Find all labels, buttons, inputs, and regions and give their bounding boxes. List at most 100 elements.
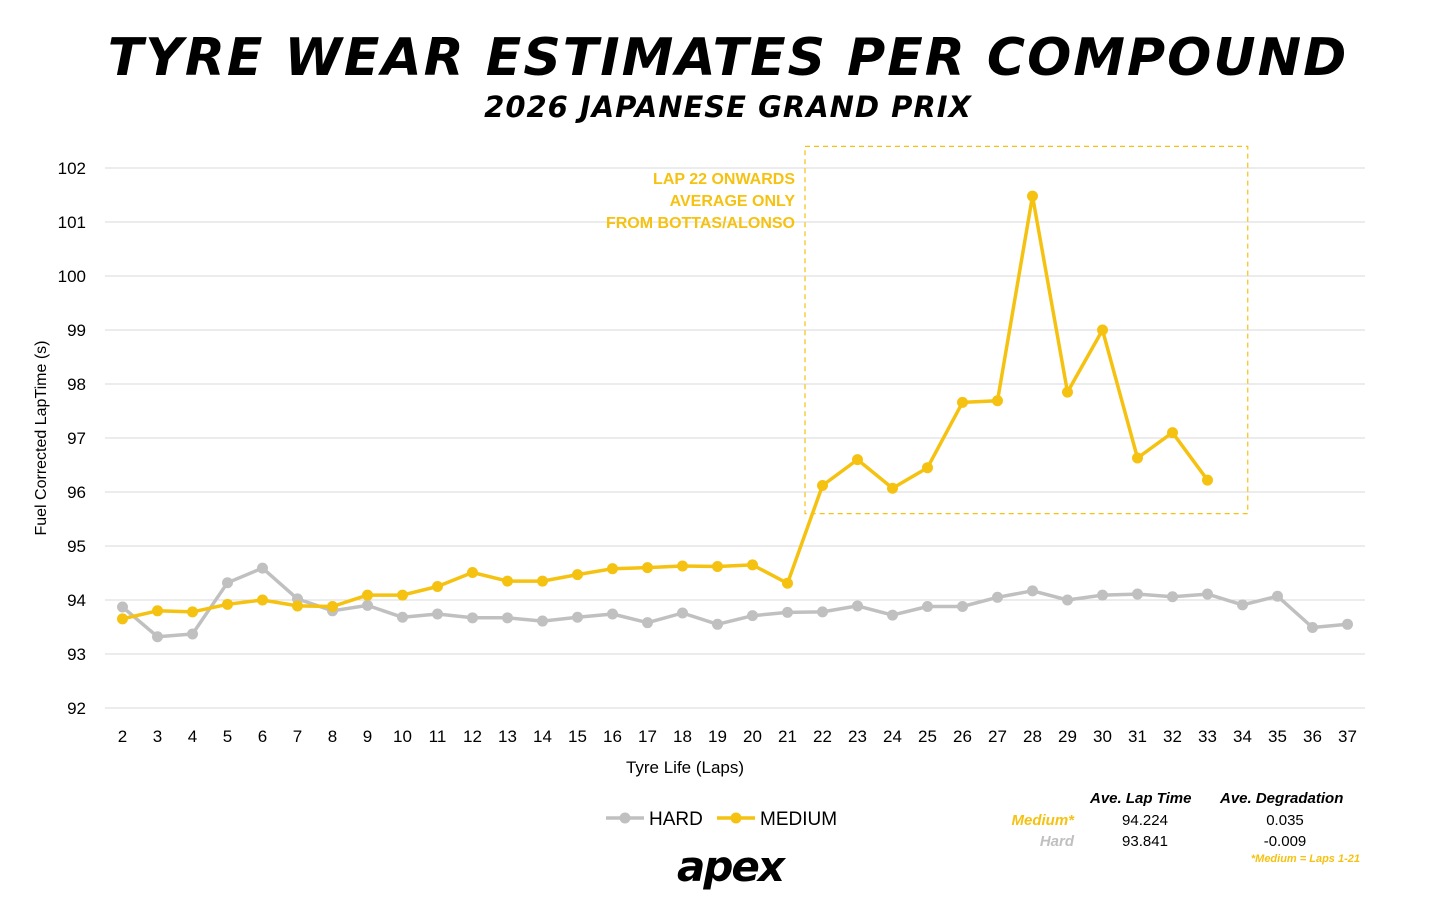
point-hard — [397, 611, 408, 623]
x-tick-label: 10 — [393, 727, 412, 746]
x-tick-label: 22 — [813, 727, 832, 746]
stats-row-medium-label: Medium* — [1011, 812, 1074, 829]
x-tick-label: 6 — [258, 727, 267, 746]
y-tick-label: 95 — [67, 537, 86, 556]
x-tick-label: 17 — [638, 727, 657, 746]
point-medium — [187, 606, 198, 618]
point-medium — [852, 454, 863, 466]
point-medium — [222, 598, 233, 610]
x-tick-label: 26 — [953, 727, 972, 746]
x-tick-label: 15 — [568, 727, 587, 746]
point-medium — [117, 613, 128, 625]
x-tick-label: 37 — [1338, 727, 1357, 746]
x-tick-label: 20 — [743, 727, 762, 746]
y-tick-label: 99 — [67, 321, 86, 340]
series-line-medium — [122, 194, 1209, 621]
x-tick-label: 36 — [1303, 727, 1322, 746]
point-hard — [1027, 585, 1038, 597]
point-medium — [537, 575, 548, 587]
x-tick-label: 27 — [988, 727, 1007, 746]
point-medium — [432, 581, 443, 592]
point-medium — [677, 560, 688, 572]
x-tick-label: 30 — [1093, 727, 1112, 746]
x-tick-label: 5 — [223, 727, 232, 746]
point-medium — [292, 600, 303, 612]
chart-title: TYRE WEAR ESTIMATES PER COMPOUND — [107, 28, 1349, 88]
point-medium — [887, 482, 898, 494]
point-medium — [992, 395, 1003, 407]
point-hard — [607, 608, 618, 620]
point-medium — [1027, 190, 1038, 202]
point-hard — [572, 611, 583, 623]
legend-swatch-dot-hard — [619, 812, 631, 824]
point-hard — [1272, 590, 1283, 602]
x-tick-label: 13 — [498, 727, 517, 746]
x-tick-label: 35 — [1268, 727, 1287, 746]
stats-header-degradation: Ave. Degradation — [1220, 790, 1344, 807]
x-tick-label: 4 — [188, 727, 197, 746]
x-tick-label: 12 — [463, 727, 482, 746]
point-hard — [642, 617, 653, 629]
stats-row-hard-degradation: -0.009 — [1263, 833, 1307, 850]
stats-row-medium-degradation: 0.035 — [1266, 812, 1304, 829]
x-tick-label: 34 — [1233, 727, 1252, 746]
legend-label-hard: HARD — [649, 809, 703, 830]
point-medium — [327, 600, 338, 612]
point-hard — [187, 628, 198, 640]
point-medium — [817, 480, 828, 492]
point-medium — [1167, 427, 1178, 439]
point-hard — [992, 591, 1003, 603]
point-hard — [957, 600, 968, 612]
x-tick-label: 28 — [1023, 727, 1042, 746]
point-hard — [817, 606, 828, 618]
point-medium — [712, 561, 723, 573]
stats-row-medium-lap-time: 94.224 — [1122, 812, 1168, 829]
x-tick-label: 24 — [883, 727, 902, 746]
x-tick-label: 3 — [153, 727, 162, 746]
point-medium — [1132, 452, 1143, 464]
point-medium — [607, 563, 618, 575]
y-tick-label: 100 — [58, 267, 86, 286]
stats-row-hard-label: Hard — [1039, 833, 1074, 850]
stats-row-hard-lap-time: 93.841 — [1122, 833, 1168, 850]
point-hard — [362, 599, 373, 611]
point-hard — [1202, 588, 1213, 600]
point-hard — [222, 577, 233, 589]
point-medium — [782, 577, 793, 589]
series-line-hard — [121, 566, 1348, 639]
x-tick-label: 18 — [673, 727, 692, 746]
point-hard — [887, 609, 898, 621]
point-hard — [1237, 599, 1248, 611]
point-hard — [432, 608, 443, 620]
x-tick-label: 19 — [708, 727, 727, 746]
point-medium — [467, 566, 478, 578]
point-medium — [1202, 474, 1213, 486]
point-hard — [782, 606, 793, 618]
point-hard — [677, 607, 688, 619]
y-tick-label: 94 — [67, 591, 86, 610]
legend-label-medium: MEDIUM — [760, 809, 837, 830]
point-hard — [537, 615, 548, 627]
x-tick-label: 33 — [1198, 727, 1217, 746]
point-hard — [1097, 589, 1108, 601]
point-hard — [152, 631, 163, 643]
y-tick-label: 93 — [67, 645, 86, 664]
y-tick-label: 101 — [58, 213, 86, 232]
annotation-line: LAP 22 ONWARDS — [653, 171, 795, 188]
x-tick-label: 29 — [1058, 727, 1077, 746]
point-medium — [362, 589, 373, 601]
x-tick-label: 31 — [1128, 727, 1147, 746]
x-tick-label: 21 — [778, 727, 797, 746]
y-tick-label: 97 — [67, 429, 86, 448]
point-medium — [397, 589, 408, 601]
point-hard — [1167, 591, 1178, 603]
y-tick-label: 92 — [67, 699, 86, 718]
point-hard — [852, 600, 863, 612]
point-hard — [502, 612, 513, 624]
y-tick-label: 96 — [67, 483, 86, 502]
annotation-line: FROM BOTTAS/ALONSO — [606, 215, 795, 232]
point-hard — [257, 562, 268, 574]
x-tick-label: 16 — [603, 727, 622, 746]
x-tick-label: 14 — [533, 727, 552, 746]
